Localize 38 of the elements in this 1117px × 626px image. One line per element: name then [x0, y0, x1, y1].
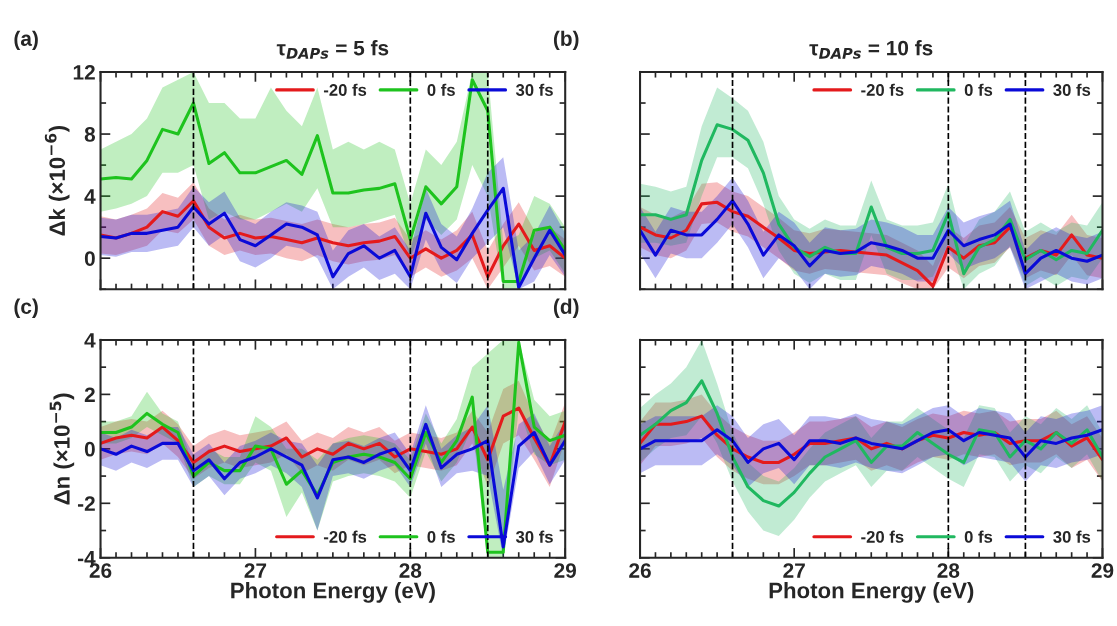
x-tick-label: 29 [554, 563, 577, 578]
x-tick-label: 26 [629, 563, 651, 578]
y-tick-label: 4 [84, 333, 96, 348]
text: (c) [14, 298, 38, 319]
text: (a) [14, 30, 38, 51]
x-axis-title: Photon Energy (eV) [769, 582, 974, 603]
y-tick-label: 2 [84, 387, 95, 402]
line-series [100, 422, 566, 549]
legend-label: 0 fs [964, 530, 993, 543]
legend-label: 30 fs [515, 530, 553, 543]
legend-label: -20 fs [323, 83, 367, 96]
legend-label: 30 fs [1053, 530, 1091, 543]
y-tick-label: 12 [73, 64, 95, 80]
y-tick-label: 8 [84, 127, 96, 142]
legend-label: 0 fs [427, 83, 455, 96]
x-axis-title: Photon Energy (eV) [231, 582, 435, 603]
legend-label: 0 fs [427, 530, 455, 543]
chart-title: τ$_{DAPs}$ = 10 fs [809, 40, 933, 59]
y-tick-label: 0 [84, 251, 95, 266]
y-axis-title: Δn (×10$^{−5}$) [49, 393, 75, 505]
legend-label: 30 fs [515, 83, 553, 96]
y-tick-label: -2 [77, 496, 95, 511]
y-tick-label: 4 [84, 189, 96, 204]
x-tick-label: 28 [937, 563, 960, 578]
chart-title: τ$_{DAPs}$ = 5 fs [276, 40, 389, 59]
y-tick-label: 0 [84, 441, 95, 457]
legend-label: 30 fs [1053, 83, 1091, 96]
y-axis-title: Δk (×10$^{−6}$) [44, 125, 70, 236]
x-tick-label: 28 [399, 563, 422, 578]
x-tick-label: 29 [1091, 563, 1114, 578]
legend-label: 0 fs [964, 83, 993, 96]
legend-label: -20 fs [861, 530, 904, 543]
x-tick-label: 27 [244, 563, 267, 578]
legend-label: -20 fs [323, 530, 367, 543]
text: (d) [553, 298, 579, 319]
text: (b) [553, 30, 579, 51]
x-tick-label: 27 [783, 563, 805, 578]
legend-label: -20 fs [861, 83, 904, 96]
